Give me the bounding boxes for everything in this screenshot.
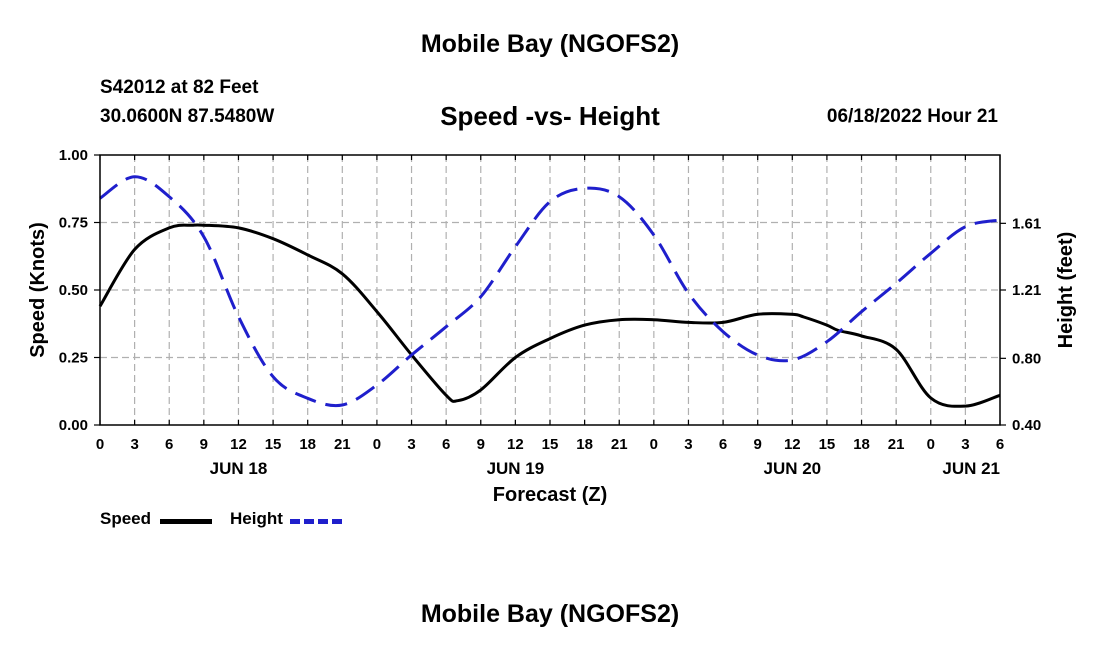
x-tick-label: 15 <box>265 436 282 453</box>
x-tick-label: 3 <box>130 436 138 453</box>
series-lines <box>98 175 1001 408</box>
grid-lines <box>100 155 1000 425</box>
page-title: Mobile Bay (NGOFS2) <box>420 30 680 58</box>
x-tick-label: 9 <box>754 436 762 453</box>
x-tick-label: 9 <box>477 436 485 453</box>
chart-title: Speed -vs- Height <box>440 101 660 131</box>
x-tick-label: 6 <box>996 436 1004 453</box>
y-right-tick-label: 1.61 <box>1012 215 1041 232</box>
x-tick-label: 3 <box>684 436 692 453</box>
coordinates-label: 30.0600N 87.5480W <box>100 106 275 127</box>
x-tick-label: 21 <box>334 436 351 453</box>
x-tick-label: 18 <box>299 436 316 453</box>
x-tick-label: 15 <box>819 436 836 453</box>
axis-ticks: 0 3 6 9 12 15 18 21 0 3 6 9 12 15 18 21 0 3 6 9 12 15 18 21 0 3 6 J… <box>59 147 1041 478</box>
x-date-label: JUN 21 <box>942 459 1000 478</box>
legend-swatch-speed <box>160 519 212 524</box>
y-left-tick-label: 1.00 <box>59 147 88 164</box>
x-tick-label: 0 <box>96 436 104 453</box>
y-right-tick-label: 1.21 <box>1012 282 1041 299</box>
x-date-label: JUN 20 <box>763 459 821 478</box>
x-tick-label: 12 <box>230 436 247 453</box>
x-axis-label: Forecast (Z) <box>493 484 607 506</box>
x-date-label: JUN 18 <box>210 459 268 478</box>
legend-label-height: Height <box>230 509 283 528</box>
x-tick-label: 15 <box>542 436 559 453</box>
chart: 0 3 6 9 12 15 18 21 0 3 6 9 12 15 18 21 0 3 6 9 12 15 18 21 0 3 6 J… <box>27 147 1077 506</box>
y-right-tick-label: 0.40 <box>1012 417 1041 434</box>
x-tick-label: 12 <box>784 436 801 453</box>
station-label: S42012 at 82 Feet <box>100 77 259 98</box>
datetime-label: 06/18/2022 Hour 21 <box>826 106 998 127</box>
x-tick-label: 6 <box>442 436 450 453</box>
x-tick-label: 0 <box>373 436 381 453</box>
x-tick-label: 3 <box>961 436 969 453</box>
x-tick-label: 0 <box>927 436 935 453</box>
x-tick-label: 18 <box>576 436 593 453</box>
y-right-tick-label: 0.80 <box>1012 350 1041 367</box>
x-tick-label: 18 <box>853 436 870 453</box>
x-tick-label: 21 <box>611 436 628 453</box>
y-left-tick-label: 0.25 <box>59 350 88 367</box>
y-left-tick-label: 0.75 <box>59 215 88 232</box>
x-tick-label: 3 <box>407 436 415 453</box>
legend-label-speed: Speed <box>100 509 152 528</box>
x-tick-label: 12 <box>507 436 524 453</box>
x-tick-label: 0 <box>650 436 658 453</box>
x-tick-label: 6 <box>719 436 727 453</box>
y-axis-label-right: Height (feet) <box>1055 232 1077 349</box>
page-title-repeat: Mobile Bay (NGOFS2) <box>420 600 680 628</box>
x-tick-label: 9 <box>200 436 208 453</box>
y-axis-label-left: Speed (Knots) <box>27 222 49 358</box>
y-left-tick-label: 0.50 <box>59 282 88 299</box>
series-line-height <box>99 175 1001 408</box>
x-tick-label: 21 <box>888 436 905 453</box>
x-date-label: JUN 19 <box>487 459 545 478</box>
legend-swatch-height <box>290 519 342 524</box>
x-tick-label: 6 <box>165 436 173 453</box>
y-left-tick-label: 0.00 <box>59 417 88 434</box>
